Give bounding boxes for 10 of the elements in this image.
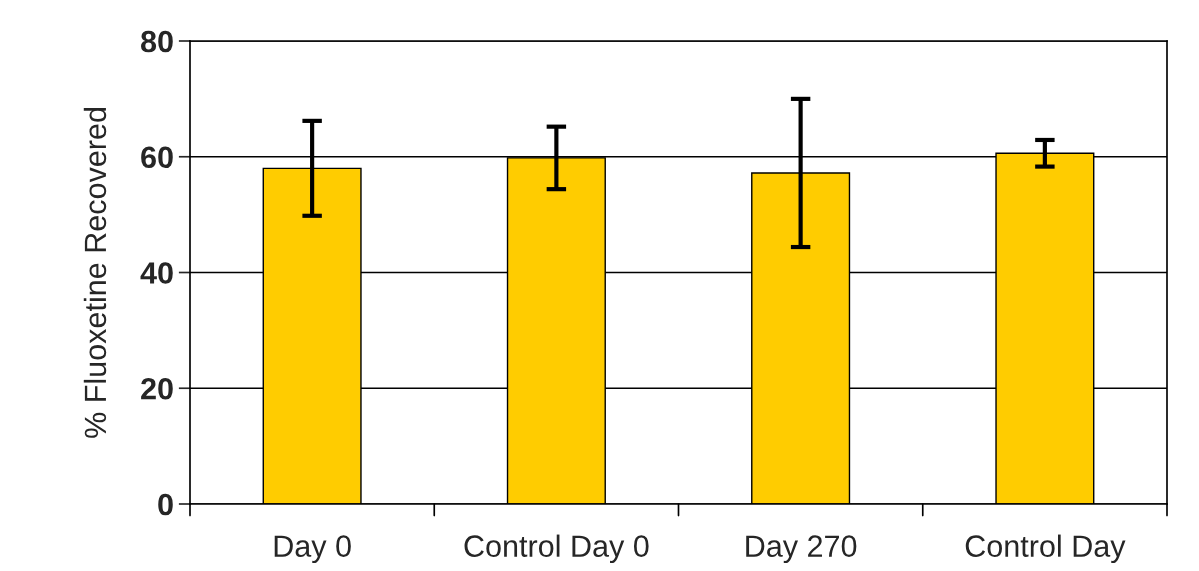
y-axis-title: % Fluoxetine Recovered xyxy=(83,108,107,438)
x-tick-label: Control Day xyxy=(965,534,1126,564)
y-tick-label: 20 xyxy=(141,377,173,400)
y-tick-label: 80 xyxy=(141,30,173,53)
y-tick-label: 0 xyxy=(158,493,173,516)
y-tick-label: 40 xyxy=(140,262,173,284)
x-tick-label: Day 0 xyxy=(274,535,351,564)
x-tick-label: Day 270 xyxy=(746,535,857,564)
x-tick-label: Control Day 0 xyxy=(464,534,649,564)
y-tick-label: 60 xyxy=(141,146,173,169)
